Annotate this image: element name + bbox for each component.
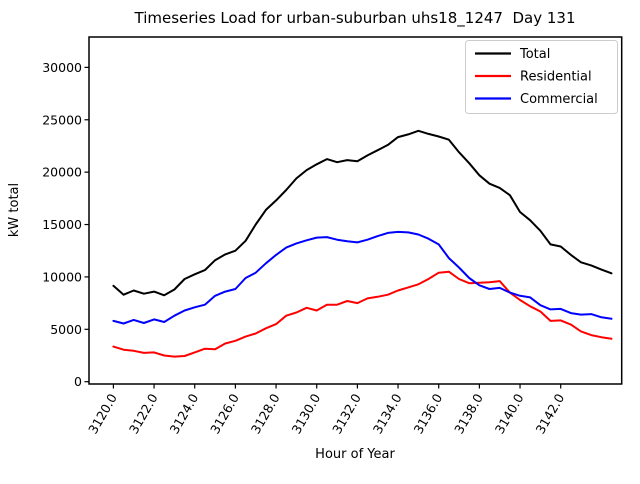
legend-label-residential: Residential	[520, 70, 592, 85]
legend: Total Residential Commercial	[465, 40, 618, 114]
x-tick-label: 3140.0	[492, 391, 527, 436]
x-tick-label: 3130.0	[288, 391, 323, 436]
x-tick-label: 3142.0	[532, 391, 567, 436]
legend-label-total: Total	[519, 47, 550, 62]
legend-label-commercial: Commercial	[520, 92, 598, 107]
series-lines	[112, 129, 613, 358]
x-tick-label: 3122.0	[126, 391, 161, 436]
x-tick-label: 3138.0	[451, 391, 486, 436]
axis-ticks: 3120.0 3122.0 3124.0 3126.0 3128.0 3130.0 3132…	[42, 60, 567, 437]
y-axis-label: kW total	[7, 183, 22, 237]
x-tick-label: 3132.0	[329, 391, 364, 436]
x-tick-label: 3128.0	[248, 391, 283, 436]
plot-border	[88, 36, 623, 385]
legend-box	[465, 40, 618, 114]
x-tick-label: 3120.0	[85, 391, 120, 436]
chart-title: Timeseries Load for urban-suburban uhs18…	[134, 9, 576, 28]
y-tick-label: 10000	[42, 269, 82, 284]
x-tick-label: 3126.0	[207, 391, 242, 436]
y-tick-label: 5000	[50, 322, 82, 337]
x-tick-label: 3136.0	[410, 391, 445, 436]
series-line-residential	[112, 270, 613, 358]
series-line-commercial	[112, 230, 613, 325]
series-line-total	[112, 129, 613, 297]
y-tick-label: 25000	[42, 112, 82, 127]
y-tick-label: 20000	[42, 165, 82, 180]
x-axis-label: Hour of Year	[315, 447, 395, 462]
x-tick-label: 3124.0	[166, 391, 201, 436]
y-tick-label: 30000	[42, 60, 82, 75]
y-tick-label: 0	[74, 374, 82, 389]
y-tick-label: 15000	[42, 217, 82, 232]
x-tick-label: 3134.0	[370, 391, 405, 436]
